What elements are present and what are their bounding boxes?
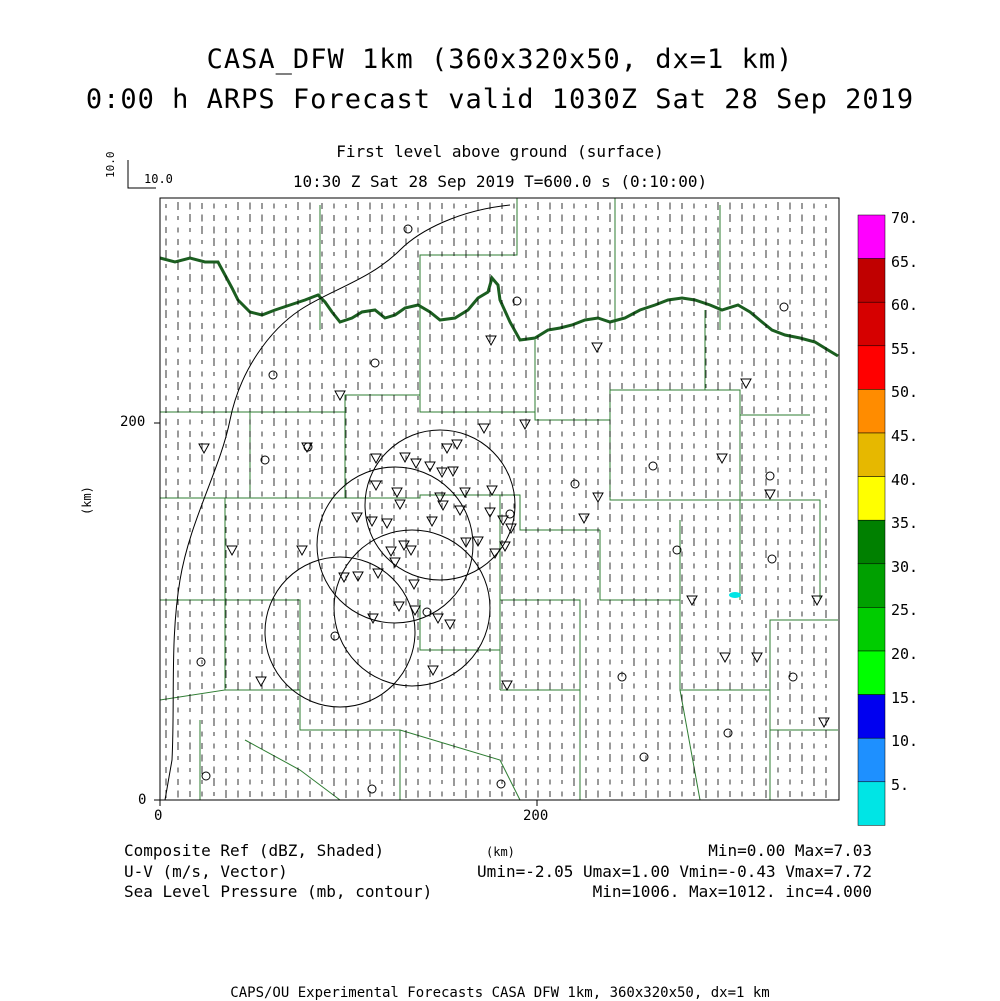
state-border [159, 256, 839, 358]
colorbar-swatch [857, 737, 886, 783]
colorbar-swatch [857, 345, 886, 390]
colorbar-label: 55. [891, 339, 919, 358]
field-wind: U-V (m/s, Vector) [124, 862, 288, 881]
station-markers [196, 224, 830, 794]
subtitle-time: 10:30 Z Sat 28 Sep 2019 T=600.0 s (0:10:… [292, 172, 708, 191]
title-line-1: CASA_DFW 1km (360x320x50, dx=1 km) [206, 44, 794, 75]
x-axis-label: (km) [486, 845, 515, 859]
colorbar-swatch [857, 301, 886, 347]
title-line-2: 0:00 h ARPS Forecast valid 1030Z Sat 28 … [85, 84, 915, 115]
colorbar-label: 45. [891, 427, 919, 445]
county-lines [159, 198, 838, 801]
colorbar-label: 15. [891, 688, 919, 707]
colorbar-swatch [857, 258, 886, 303]
x-tick-0: 0 [154, 808, 163, 824]
colorbar-label: 40. [891, 470, 919, 489]
colorbar-swatch [857, 389, 886, 434]
colorbar-label: 65. [891, 252, 919, 271]
stats-wind: Umin=-2.05 Umax=1.00 Vmin=-0.43 Vmax=7.7… [477, 862, 872, 881]
colorbar [857, 214, 886, 826]
wind-vectors [165, 202, 827, 798]
pressure-contours [164, 204, 516, 801]
y-tick-0: 0 [138, 792, 147, 808]
x-tick-200: 200 [523, 808, 549, 824]
colorbar-swatch [857, 781, 886, 826]
colorbar-swatch [857, 694, 886, 739]
stats-pressure: Min=1006. Max=1012. inc=4.000 [592, 882, 872, 901]
field-pressure: Sea Level Pressure (mb, contour) [124, 882, 433, 901]
colorbar-label: 10. [891, 732, 919, 751]
subtitle-level: First level above ground (surface) [336, 142, 664, 161]
radar-echo [729, 592, 741, 598]
colorbar-swatch [857, 650, 886, 695]
field-reflectivity: Composite Ref (dBZ, Shaded) [124, 841, 385, 860]
colorbar-label: 60. [891, 296, 919, 315]
colorbar-swatch [857, 214, 886, 259]
colorbar-swatch [857, 519, 886, 565]
vector-key-icon [127, 160, 156, 189]
stats-reflectivity: Min=0.00 Max=7.03 [708, 841, 872, 860]
colorbar-swatch [857, 607, 886, 652]
colorbar-label: 35. [891, 514, 919, 533]
y-tick-200: 200 [120, 414, 146, 430]
colorbar-label: 30. [891, 557, 919, 576]
colorbar-swatch [857, 432, 886, 477]
footer-credit: CAPS/OU Experimental Forecasts CASA DFW … [230, 985, 770, 1001]
colorbar-swatch [857, 563, 886, 608]
colorbar-label: 5. [891, 775, 910, 794]
colorbar-swatch [857, 476, 886, 521]
plot-frame [159, 197, 840, 801]
vector-key-horizontal-label: 10.0 [144, 172, 173, 186]
colorbar-label: 50. [891, 383, 919, 402]
colorbar-label: 20. [891, 645, 919, 663]
colorbar-label: 70. [891, 209, 919, 227]
colorbar-label: 25. [891, 601, 919, 620]
y-axis-label: (km) [80, 486, 94, 515]
